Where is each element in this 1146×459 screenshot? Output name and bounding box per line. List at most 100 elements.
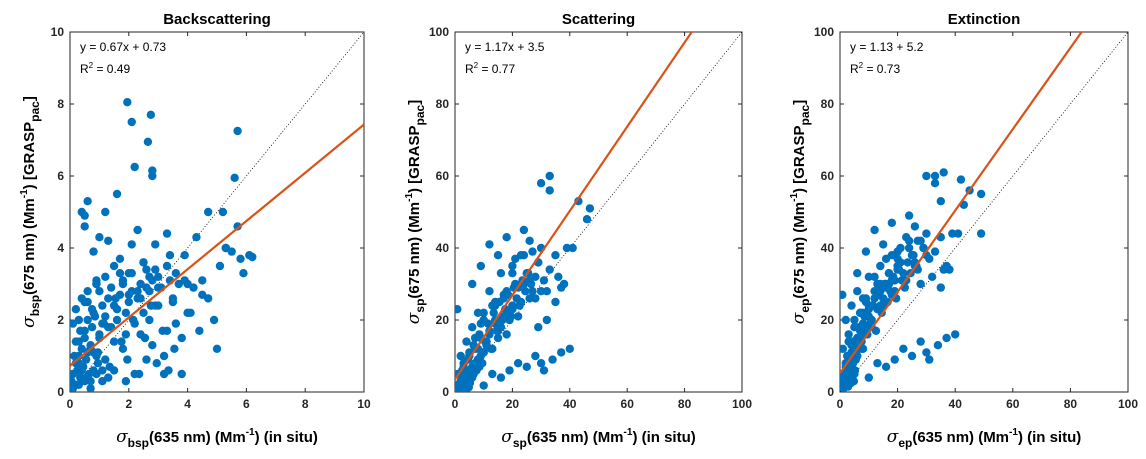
data-point — [140, 333, 150, 343]
x-tick-label: 10 — [357, 397, 371, 411]
data-point — [488, 369, 497, 379]
r-squared: R2 = 0.49 — [80, 61, 130, 76]
x-tick-label: 4 — [184, 397, 191, 411]
data-point — [177, 369, 186, 379]
data-point — [844, 330, 853, 339]
data-point — [482, 337, 491, 346]
data-point — [130, 162, 139, 172]
data-point — [922, 348, 931, 357]
data-point — [134, 369, 144, 379]
data-point — [568, 243, 577, 253]
data-point — [848, 337, 858, 346]
data-point — [513, 359, 523, 368]
y-axis-label-symbol: σ — [789, 312, 809, 324]
data-point — [80, 222, 89, 231]
y-axis-label-subscript-2: pac — [413, 104, 427, 125]
data-point — [512, 294, 521, 303]
data-point — [123, 355, 132, 364]
y-axis-label-subscript-2: pac — [798, 104, 812, 125]
data-point — [881, 254, 891, 263]
data-point — [136, 294, 145, 303]
plot-area — [455, 32, 742, 392]
data-point — [466, 369, 475, 379]
x-tick-label: 0 — [67, 397, 74, 411]
data-point — [118, 344, 128, 353]
y-axis-label-tail: ] — [406, 100, 423, 105]
data-point — [904, 243, 914, 253]
data-point — [142, 283, 151, 292]
data-point — [180, 251, 189, 260]
y-axis-label-mid: ) [GRASP — [21, 122, 38, 190]
data-point — [109, 337, 119, 346]
data-point — [870, 272, 879, 281]
data-point — [565, 344, 574, 353]
data-point — [899, 344, 908, 353]
y-tick-label: 60 — [436, 169, 450, 183]
data-point — [556, 348, 566, 357]
data-point — [151, 240, 160, 249]
y-tick-label: 10 — [51, 25, 65, 39]
data-point — [86, 384, 95, 392]
data-point — [858, 344, 868, 353]
data-point — [899, 269, 908, 278]
data-point — [930, 171, 940, 181]
data-point — [873, 279, 882, 289]
data-point — [83, 297, 92, 307]
data-point — [870, 225, 879, 235]
data-point — [133, 225, 142, 235]
data-point — [525, 276, 534, 285]
data-point — [525, 236, 534, 245]
data-point — [904, 236, 914, 245]
data-point — [853, 269, 862, 278]
data-point — [236, 254, 245, 263]
data-point — [111, 294, 120, 303]
data-point — [101, 207, 110, 217]
data-point — [890, 355, 899, 364]
data-point — [83, 287, 92, 296]
r-squared-symbol: R — [850, 62, 859, 76]
data-point — [230, 173, 239, 182]
data-point — [519, 251, 529, 260]
data-point — [109, 366, 119, 375]
data-point — [127, 117, 136, 127]
data-point — [115, 269, 125, 278]
data-point — [850, 366, 860, 375]
data-point — [143, 137, 153, 146]
data-point — [843, 351, 852, 361]
data-point — [904, 211, 914, 220]
data-point — [864, 301, 873, 310]
data-point — [508, 261, 517, 271]
data-point — [233, 126, 242, 136]
y-tick-label: 80 — [436, 97, 450, 111]
x-axis-label-superscript: -1 — [1009, 427, 1018, 438]
y-tick-label: 2 — [57, 313, 64, 327]
data-point — [976, 189, 986, 199]
y-axis-label-text: (675 nm) (Mm — [406, 202, 423, 299]
data-point — [127, 287, 136, 296]
y-axis-label-tail: ] — [21, 96, 38, 101]
y-tick-label: 80 — [821, 97, 835, 111]
one-to-one-line — [840, 32, 1128, 392]
data-point — [528, 247, 537, 256]
axes-box — [454, 31, 743, 393]
data-point — [87, 323, 97, 332]
data-point — [496, 269, 506, 278]
data-point — [528, 287, 537, 296]
data-point — [893, 254, 902, 263]
data-point — [118, 279, 128, 289]
data-point — [101, 355, 110, 364]
y-axis-label: σbsp(675 nm) (Mm-1) [GRASPpac] — [19, 96, 42, 328]
y-axis-label: σep(675 nm) (Mm-1) [GRASPpac] — [789, 100, 812, 324]
x-axis-label-symbol: σ — [887, 427, 899, 447]
y-axis-label-subscript: bsp — [28, 295, 42, 316]
data-point — [873, 359, 882, 368]
x-axis-label-tail: ) (in situ) — [1018, 429, 1081, 446]
data-point — [86, 377, 95, 386]
chart-title: Scattering — [562, 11, 635, 28]
data-point — [493, 251, 503, 260]
data-point — [117, 337, 126, 346]
data-point — [548, 355, 557, 364]
y-axis-label-text: (675 nm) (Mm — [21, 198, 38, 295]
y-axis-label: σsp(675 nm) (Mm-1) [GRASPpac] — [404, 100, 427, 324]
data-point — [876, 301, 885, 310]
